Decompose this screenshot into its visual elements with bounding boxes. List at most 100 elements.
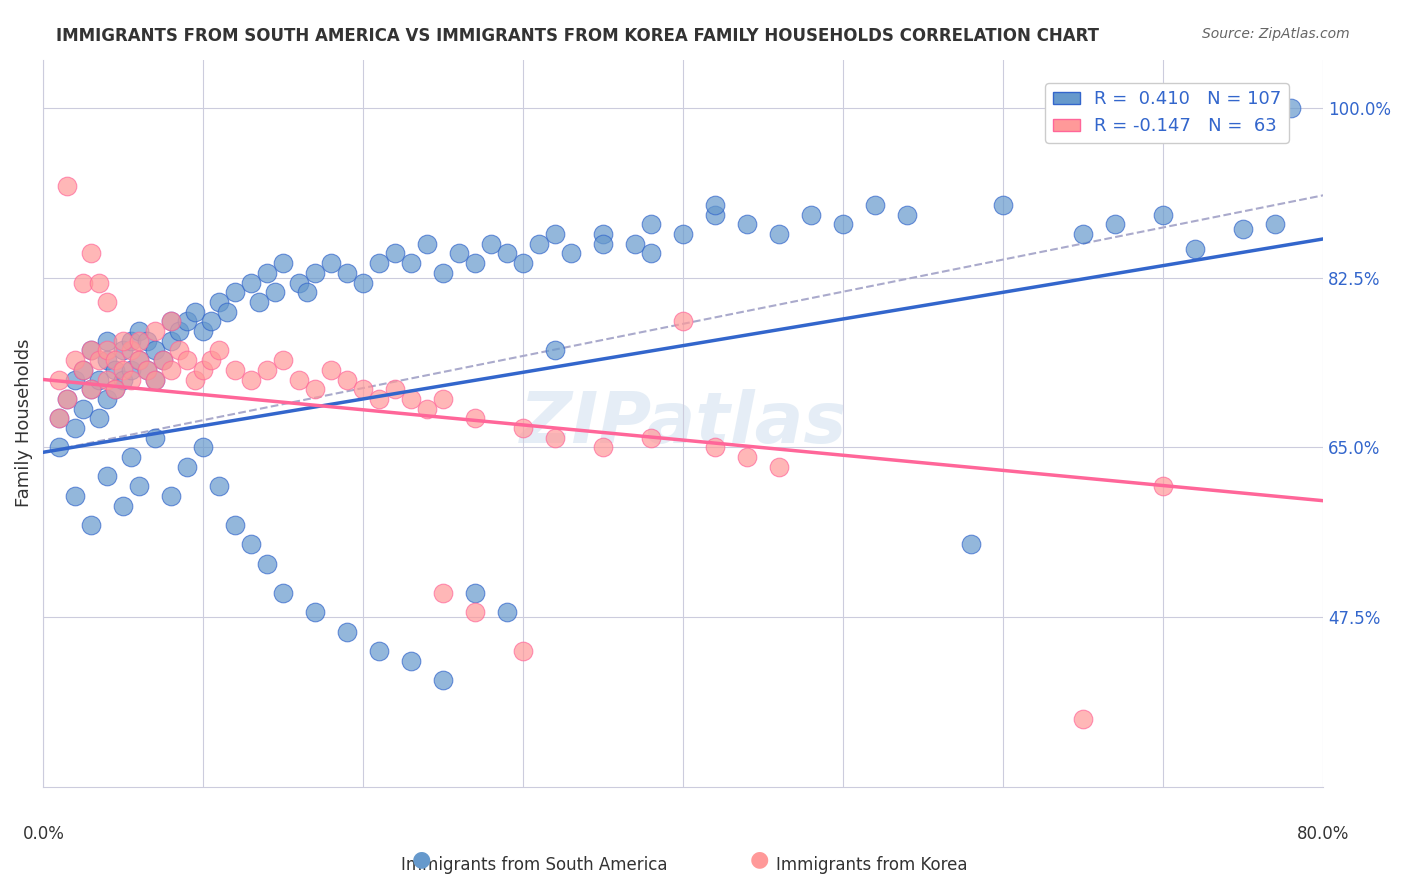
Point bbox=[672, 314, 695, 328]
Point bbox=[208, 479, 231, 493]
Text: IMMIGRANTS FROM SOUTH AMERICA VS IMMIGRANTS FROM KOREA FAMILY HOUSEHOLDS CORRELA: IMMIGRANTS FROM SOUTH AMERICA VS IMMIGRA… bbox=[56, 27, 1099, 45]
Point bbox=[544, 431, 567, 445]
Point bbox=[529, 236, 551, 251]
Point bbox=[48, 411, 70, 425]
Point bbox=[704, 208, 727, 222]
Point bbox=[89, 276, 111, 290]
Point bbox=[104, 363, 127, 377]
Point bbox=[193, 363, 215, 377]
Point bbox=[640, 246, 662, 260]
Point bbox=[479, 236, 502, 251]
Point bbox=[449, 246, 471, 260]
Text: Immigrants from Korea: Immigrants from Korea bbox=[776, 856, 967, 874]
Point bbox=[96, 353, 118, 368]
Point bbox=[145, 372, 167, 386]
Point bbox=[80, 343, 103, 358]
Point bbox=[120, 343, 142, 358]
Point bbox=[240, 537, 263, 551]
Point bbox=[768, 459, 790, 474]
Point bbox=[72, 363, 94, 377]
Point bbox=[224, 363, 246, 377]
Point bbox=[128, 353, 150, 368]
Point bbox=[256, 363, 278, 377]
Point bbox=[80, 382, 103, 396]
Point bbox=[208, 343, 231, 358]
Point bbox=[273, 586, 295, 600]
Point bbox=[336, 266, 359, 280]
Point bbox=[56, 178, 79, 193]
Point bbox=[512, 644, 534, 658]
Point bbox=[89, 353, 111, 368]
Point bbox=[145, 372, 167, 386]
Point bbox=[336, 372, 359, 386]
Point bbox=[48, 441, 70, 455]
Point bbox=[735, 450, 758, 464]
Point bbox=[160, 314, 183, 328]
Point bbox=[401, 256, 423, 270]
Point bbox=[288, 372, 311, 386]
Point bbox=[145, 324, 167, 338]
Text: Source: ZipAtlas.com: Source: ZipAtlas.com bbox=[1202, 27, 1350, 41]
Point bbox=[273, 256, 295, 270]
Point bbox=[112, 343, 135, 358]
Point bbox=[288, 276, 311, 290]
Point bbox=[704, 198, 727, 212]
Point bbox=[96, 295, 118, 310]
Point bbox=[1104, 218, 1126, 232]
Point bbox=[352, 276, 374, 290]
Point bbox=[112, 372, 135, 386]
Point bbox=[128, 479, 150, 493]
Point bbox=[160, 489, 183, 503]
Point bbox=[152, 353, 174, 368]
Point bbox=[136, 363, 159, 377]
Point bbox=[96, 343, 118, 358]
Point bbox=[432, 586, 454, 600]
Point bbox=[96, 392, 118, 406]
Point bbox=[145, 343, 167, 358]
Point bbox=[184, 372, 207, 386]
Point bbox=[224, 285, 246, 300]
Point bbox=[368, 644, 391, 658]
Point bbox=[217, 304, 239, 318]
Point bbox=[384, 382, 406, 396]
Point bbox=[993, 198, 1015, 212]
Point bbox=[640, 431, 662, 445]
Point bbox=[160, 314, 183, 328]
Point bbox=[865, 198, 887, 212]
Point bbox=[464, 605, 486, 619]
Point bbox=[96, 372, 118, 386]
Point bbox=[80, 343, 103, 358]
Point bbox=[224, 517, 246, 532]
Point bbox=[1152, 479, 1174, 493]
Point bbox=[432, 266, 454, 280]
Point bbox=[128, 324, 150, 338]
Point bbox=[321, 363, 343, 377]
Point bbox=[592, 441, 614, 455]
Point bbox=[56, 392, 79, 406]
Point bbox=[464, 586, 486, 600]
Point bbox=[592, 227, 614, 241]
Point bbox=[176, 353, 198, 368]
Point bbox=[800, 208, 823, 222]
Point bbox=[89, 411, 111, 425]
Point bbox=[368, 256, 391, 270]
Text: ZIPatlas: ZIPatlas bbox=[520, 389, 846, 458]
Point bbox=[336, 624, 359, 639]
Point bbox=[72, 276, 94, 290]
Point bbox=[273, 353, 295, 368]
Point bbox=[176, 314, 198, 328]
Point bbox=[256, 557, 278, 571]
Point bbox=[496, 605, 519, 619]
Point bbox=[128, 334, 150, 348]
Point bbox=[960, 537, 983, 551]
Point bbox=[120, 372, 142, 386]
Point bbox=[128, 353, 150, 368]
Point bbox=[672, 227, 695, 241]
Point bbox=[832, 218, 855, 232]
Point bbox=[1184, 242, 1206, 256]
Point bbox=[112, 363, 135, 377]
Point bbox=[432, 392, 454, 406]
Point bbox=[200, 353, 222, 368]
Text: Immigrants from South America: Immigrants from South America bbox=[401, 856, 668, 874]
Point bbox=[544, 343, 567, 358]
